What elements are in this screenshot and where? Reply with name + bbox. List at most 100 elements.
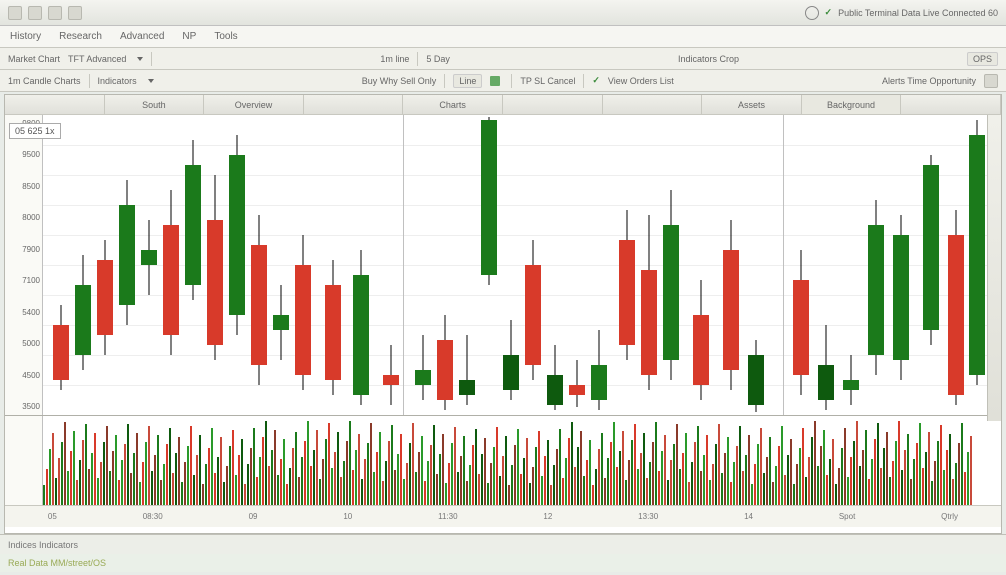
volume-bar bbox=[481, 454, 483, 505]
candle[interactable] bbox=[723, 220, 739, 415]
volume-bar bbox=[520, 474, 522, 505]
volume-bar bbox=[910, 479, 912, 505]
color-swatch-icon[interactable] bbox=[490, 76, 500, 86]
panel-tab-charts[interactable]: Charts bbox=[403, 95, 503, 114]
candle[interactable] bbox=[251, 215, 267, 415]
candle[interactable] bbox=[893, 215, 909, 415]
scrollbar-right[interactable] bbox=[987, 115, 1001, 421]
candle[interactable] bbox=[525, 240, 541, 415]
candle[interactable] bbox=[459, 335, 475, 415]
candle-canvas[interactable] bbox=[43, 115, 1001, 415]
candle[interactable] bbox=[503, 320, 519, 415]
panel-tab-9[interactable] bbox=[901, 95, 1001, 114]
volume-bar bbox=[733, 462, 735, 505]
volume-bar bbox=[289, 468, 291, 505]
candle[interactable] bbox=[969, 120, 985, 415]
candle[interactable] bbox=[948, 210, 964, 415]
alerts-label[interactable]: Alerts Time Opportunity bbox=[882, 76, 976, 86]
candle[interactable] bbox=[843, 355, 859, 415]
dropdown-icon[interactable] bbox=[137, 57, 143, 61]
volume-bar bbox=[454, 427, 456, 505]
candle[interactable] bbox=[53, 305, 69, 415]
volume-bar bbox=[505, 436, 507, 505]
candle[interactable] bbox=[818, 325, 834, 415]
indicators-crop-label[interactable]: Indicators Crop bbox=[678, 54, 739, 64]
candle[interactable] bbox=[693, 280, 709, 415]
candle[interactable] bbox=[75, 255, 91, 415]
candle-charts-label[interactable]: 1m Candle Charts bbox=[8, 76, 81, 86]
candle[interactable] bbox=[273, 285, 289, 415]
panel-tab-6[interactable] bbox=[603, 95, 703, 114]
menu-item-research[interactable]: Research bbox=[59, 31, 102, 42]
candle[interactable] bbox=[591, 330, 607, 415]
volume-chart[interactable] bbox=[5, 415, 1001, 505]
search-icon[interactable] bbox=[805, 6, 819, 20]
candle[interactable] bbox=[569, 360, 585, 415]
menu-item-tools[interactable]: Tools bbox=[214, 31, 237, 42]
volume-bar bbox=[682, 453, 684, 505]
candle[interactable] bbox=[793, 250, 809, 415]
candle[interactable] bbox=[619, 210, 635, 415]
candle[interactable] bbox=[868, 200, 884, 415]
volume-bar bbox=[817, 466, 819, 505]
volume-bar bbox=[538, 431, 540, 505]
candle[interactable] bbox=[923, 155, 939, 415]
ops-button[interactable]: OPS bbox=[967, 52, 998, 66]
panel-tab-3[interactable] bbox=[304, 95, 404, 114]
volume-bar bbox=[649, 462, 651, 505]
candle[interactable] bbox=[641, 215, 657, 415]
volume-bar bbox=[961, 423, 963, 505]
candle[interactable] bbox=[141, 220, 157, 415]
candle[interactable] bbox=[481, 117, 497, 415]
tp-sl-label[interactable]: TP SL Cancel bbox=[520, 76, 575, 86]
市场-chart-label[interactable]: Market Chart bbox=[8, 54, 60, 64]
candle[interactable] bbox=[207, 175, 223, 415]
candle[interactable] bbox=[295, 235, 311, 415]
volume-bar bbox=[754, 464, 756, 505]
candle[interactable] bbox=[163, 190, 179, 415]
candlestick-chart[interactable]: 9800950085008000790071005400500045003500… bbox=[5, 115, 1001, 415]
view-orders-label[interactable]: View Orders List bbox=[608, 76, 674, 86]
candle[interactable] bbox=[353, 250, 369, 415]
volume-bar bbox=[868, 479, 870, 505]
panel-tab-assets[interactable]: Assets bbox=[702, 95, 802, 114]
settings-icon[interactable] bbox=[984, 74, 998, 88]
volume-bar bbox=[634, 424, 636, 505]
candle[interactable] bbox=[383, 345, 399, 415]
candle[interactable] bbox=[415, 335, 431, 415]
menu-item-np[interactable]: NP bbox=[182, 31, 196, 42]
dropdown-icon-2[interactable] bbox=[148, 79, 154, 83]
toolbar-icon-3[interactable] bbox=[68, 6, 82, 20]
panel-tab-0[interactable] bbox=[5, 95, 105, 114]
toolbar-icon-1[interactable] bbox=[28, 6, 42, 20]
range-label[interactable]: 5 Day bbox=[426, 54, 450, 64]
volume-bar bbox=[694, 442, 696, 505]
volume-bar bbox=[541, 476, 543, 505]
volume-canvas[interactable] bbox=[43, 416, 1001, 505]
tft-advanced-label[interactable]: TFT Advanced bbox=[68, 54, 126, 64]
volume-bar bbox=[70, 451, 72, 505]
candle[interactable] bbox=[437, 315, 453, 415]
candle[interactable] bbox=[185, 140, 201, 415]
candle[interactable] bbox=[748, 340, 764, 415]
candle[interactable] bbox=[229, 135, 245, 415]
volume-bar bbox=[418, 452, 420, 505]
panel-tab-5[interactable] bbox=[503, 95, 603, 114]
candle[interactable] bbox=[325, 260, 341, 415]
titlebar-status-text: Public Terminal Data Live Connected 60 bbox=[838, 8, 998, 18]
panel-tab-south[interactable]: South bbox=[105, 95, 205, 114]
menu-item-history[interactable]: History bbox=[10, 31, 41, 42]
candle[interactable] bbox=[97, 240, 113, 415]
buy-sell-label[interactable]: Buy Why Sell Only bbox=[362, 76, 437, 86]
candle[interactable] bbox=[119, 180, 135, 415]
indicators-label[interactable]: Indicators bbox=[98, 76, 137, 86]
candle[interactable] bbox=[547, 345, 563, 415]
volume-bar bbox=[748, 435, 750, 505]
panel-tab-background[interactable]: Background bbox=[802, 95, 902, 114]
panel-tab-overview[interactable]: Overview bbox=[204, 95, 304, 114]
line-button[interactable]: Line bbox=[453, 74, 482, 88]
toolbar-icon-2[interactable] bbox=[48, 6, 62, 20]
candle[interactable] bbox=[663, 190, 679, 415]
interval-label[interactable]: 1m line bbox=[380, 54, 409, 64]
menu-item-advanced[interactable]: Advanced bbox=[120, 31, 164, 42]
